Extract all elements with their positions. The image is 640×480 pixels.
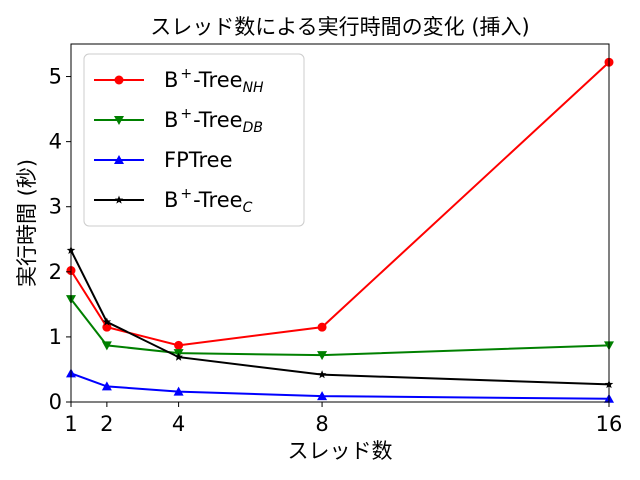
data-point-0-2	[174, 340, 184, 350]
legend-item-1: B +-TreeDB	[94, 106, 263, 136]
series-line-2	[70, 372, 610, 400]
legend-label-2: FPTree	[164, 148, 233, 172]
data-point-3-2	[174, 352, 183, 361]
series-2	[66, 368, 614, 403]
x-tick-label-0: 1	[64, 412, 77, 436]
x-tick-label-4: 16	[596, 412, 623, 436]
legend-box	[83, 53, 305, 227]
x-axis-label: スレッド数	[288, 439, 393, 463]
plot-frame	[70, 43, 610, 403]
chart-title: スレッド数による実行時間の変化 (挿入)	[150, 15, 529, 39]
series-line-1	[70, 298, 610, 357]
y-tick-label-2: 2	[49, 260, 62, 284]
data-point-2-3	[317, 391, 328, 401]
x-tick-label-1: 2	[100, 412, 113, 436]
legend-item-0: B +-TreeNH	[94, 66, 264, 96]
x-tick-label-2: 4	[172, 412, 185, 436]
legend: B +-TreeNH B +-TreeDB FPTree B +-TreeC	[83, 53, 305, 227]
data-point-1-3	[317, 351, 328, 361]
y-axis-label: 実行時間 (秒)	[15, 159, 39, 287]
series-1	[66, 295, 614, 361]
x-tick-label-3: 8	[315, 412, 328, 436]
y-tick-label-1: 1	[49, 325, 62, 349]
legend-item-3: B +-TreeC	[94, 186, 253, 216]
data-point-3-1	[102, 317, 112, 326]
series-line-3	[70, 249, 610, 386]
data-point-0-3	[317, 322, 327, 332]
data-point-1-1	[101, 341, 112, 351]
legend-marker-3	[114, 195, 124, 204]
plot-area	[66, 57, 614, 403]
legend-marker-1	[114, 116, 124, 125]
data-point-3-3	[317, 370, 327, 379]
y-tick-label-3: 3	[49, 195, 62, 219]
y-tick-label-5: 5	[49, 65, 62, 89]
data-point-2-1	[101, 381, 112, 391]
y-tick-label-0: 0	[49, 390, 62, 414]
legend-marker-2	[114, 155, 124, 164]
series-3	[66, 245, 614, 389]
legend-label-0: B +-TreeNH	[164, 66, 264, 96]
legend-marker-0	[114, 75, 124, 85]
legend-label-1: B +-TreeDB	[164, 106, 263, 136]
y-tick-label-4: 4	[49, 130, 62, 154]
data-point-2-2	[173, 386, 184, 396]
legend-item-2: FPTree	[94, 148, 233, 172]
legend-label-3: B +-TreeC	[164, 186, 253, 216]
